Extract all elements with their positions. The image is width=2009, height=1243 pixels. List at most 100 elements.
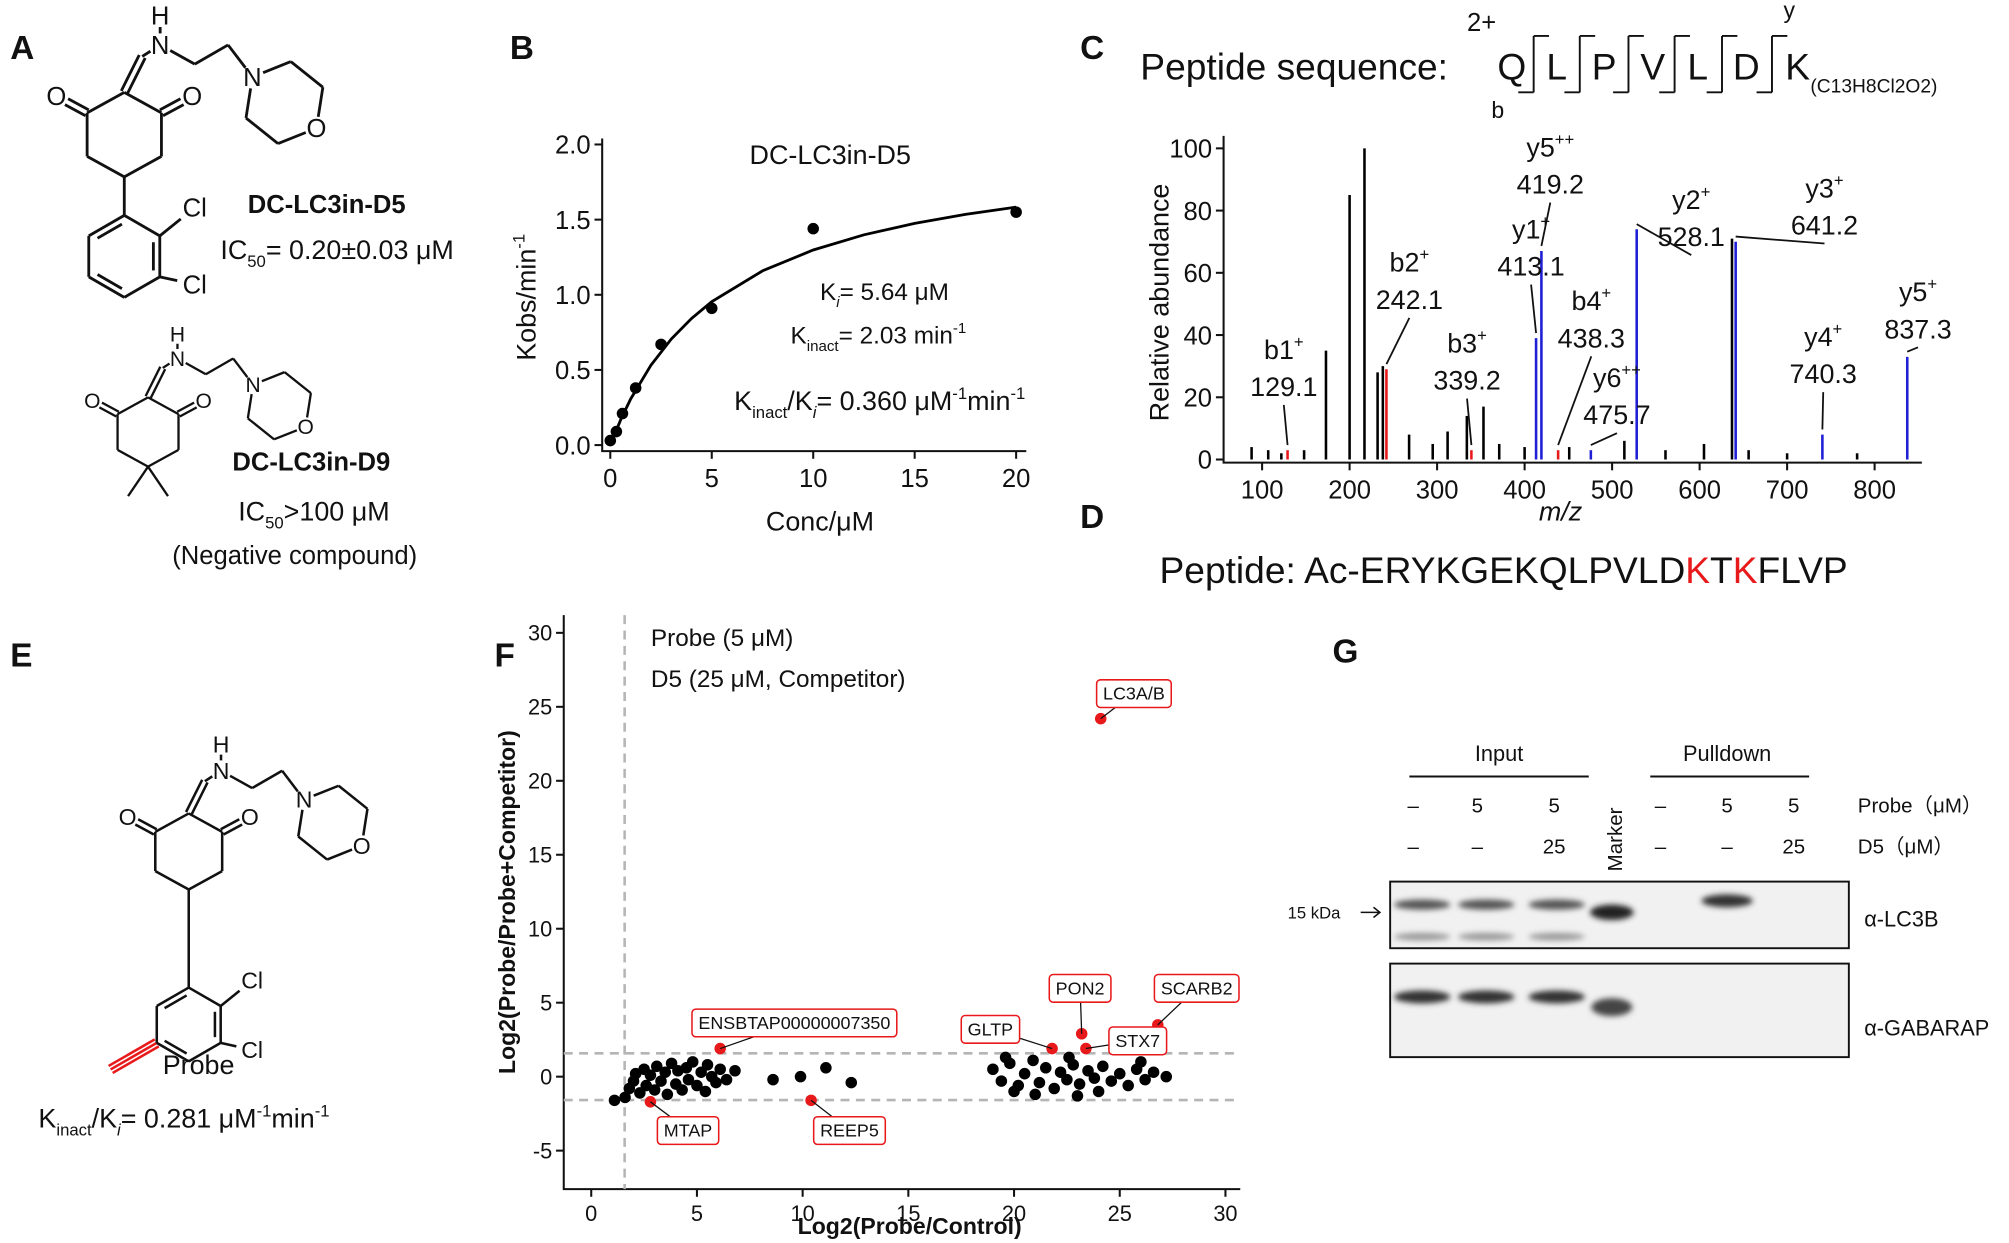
ion-leader [1590, 432, 1618, 446]
text-part: K [734, 386, 752, 416]
residue: Q [1497, 46, 1526, 88]
bond [123, 91, 163, 115]
point [1139, 1073, 1151, 1086]
point [682, 1073, 695, 1086]
point [1008, 1085, 1020, 1098]
y-tick-label: 0 [540, 1065, 552, 1090]
text-part: = 5.64 μM [840, 279, 949, 306]
lane-label: 25 [1782, 835, 1805, 858]
annotation: Kinact= 2.03 min-1 [791, 320, 967, 355]
bond [149, 368, 167, 400]
bond [147, 396, 180, 416]
y-tick-label: 30 [528, 621, 552, 646]
point-label: ENSBTAP00000007350 [698, 1013, 890, 1033]
ion-mz: 475.7 [1583, 400, 1650, 430]
bond [98, 406, 117, 418]
ion-leader [1636, 223, 1692, 256]
lane-label: – [1408, 794, 1420, 817]
bond [158, 217, 182, 237]
peptide: Peptide: Ac-ERYKGEKQLPVLDKTKFLVP [1160, 549, 1848, 591]
western-blot: Input Pulldown Probe（μM） D5（μM） Marker 1… [1288, 741, 1989, 1059]
bond [245, 116, 279, 145]
atom-label: N [213, 758, 230, 784]
text-part: IC [220, 235, 247, 265]
point [691, 1079, 703, 1092]
panel-label: C [1080, 30, 1104, 67]
panel-label: G [1333, 634, 1359, 671]
atom-label: N [246, 374, 261, 397]
bond [88, 214, 125, 238]
ion-leader [1466, 398, 1473, 446]
bond [247, 417, 275, 441]
lane-label: 5 [1721, 794, 1732, 817]
text-part: T [1710, 549, 1733, 591]
bond [86, 155, 125, 179]
y-axis-title: Relative abundance [1145, 184, 1175, 422]
lane-label: – [1472, 835, 1484, 858]
panel-label: A [10, 30, 34, 67]
alkyne-bond [112, 1045, 160, 1075]
x-tick-label: 600 [1678, 476, 1721, 504]
bond [313, 784, 340, 797]
bond [86, 91, 125, 115]
y-tick-label: 10 [528, 917, 552, 942]
x-tick-label: 800 [1853, 476, 1896, 504]
y-tick-label: 20 [528, 769, 552, 794]
bond [222, 823, 243, 836]
ion-mz: 413.1 [1497, 252, 1564, 282]
label-box [1153, 973, 1240, 1003]
point [655, 1075, 667, 1087]
atom-label: O [119, 804, 137, 830]
y-tick-label: 15 [528, 843, 552, 868]
bond [162, 362, 171, 369]
text-part: = 0.360 μM [816, 386, 952, 416]
y-axis-title: Log2(Probe/Probe+Competitor) [494, 730, 520, 1074]
text-part: -1 [315, 1101, 330, 1120]
bond [120, 54, 141, 92]
group-label: Pulldown [1683, 741, 1771, 766]
band [1590, 904, 1634, 921]
text-part: min [271, 1104, 314, 1134]
ion-name: y4 [1804, 322, 1832, 352]
x-tick-label: 0 [585, 1201, 597, 1226]
ion-mz: 641.2 [1791, 211, 1858, 241]
x-tick-label: 20 [1002, 465, 1031, 493]
band [1394, 932, 1451, 941]
ion-charge: + [1701, 182, 1711, 201]
point [629, 1067, 642, 1080]
point [1071, 1090, 1084, 1102]
bond [147, 448, 180, 468]
text-part: m/z [1539, 496, 1583, 526]
bond [169, 49, 196, 66]
bond [205, 357, 234, 376]
y-axis-title: Kobs/min-1 [509, 234, 541, 361]
bond [156, 986, 190, 1008]
band [1458, 932, 1515, 941]
alkyne-bond [107, 1038, 156, 1068]
bond [159, 275, 178, 283]
atom-label: Cl [241, 1037, 263, 1063]
bond [204, 775, 213, 783]
ion-mz: 528.1 [1658, 222, 1725, 252]
fragment-bracket [1518, 35, 1788, 94]
atom-label: N [296, 787, 313, 813]
y-tick-label: 100 [1169, 136, 1212, 164]
lane-label: – [1655, 835, 1667, 858]
point [1088, 1072, 1101, 1084]
ion-label: b4+ [1571, 284, 1611, 317]
bond [123, 275, 161, 299]
bond [64, 103, 87, 118]
ion-leader [1282, 404, 1289, 446]
point [1122, 1079, 1134, 1092]
point [686, 1056, 699, 1068]
point [710, 1076, 722, 1089]
y-tick-label: 0.0 [555, 432, 591, 460]
bond [283, 371, 312, 395]
y-tick-label: 20 [1184, 385, 1213, 413]
residue: P [1592, 46, 1617, 88]
bond [162, 103, 185, 118]
text-part: i [117, 1121, 122, 1140]
text-part: K [820, 279, 836, 306]
y-tick-label: 80 [1184, 198, 1213, 226]
